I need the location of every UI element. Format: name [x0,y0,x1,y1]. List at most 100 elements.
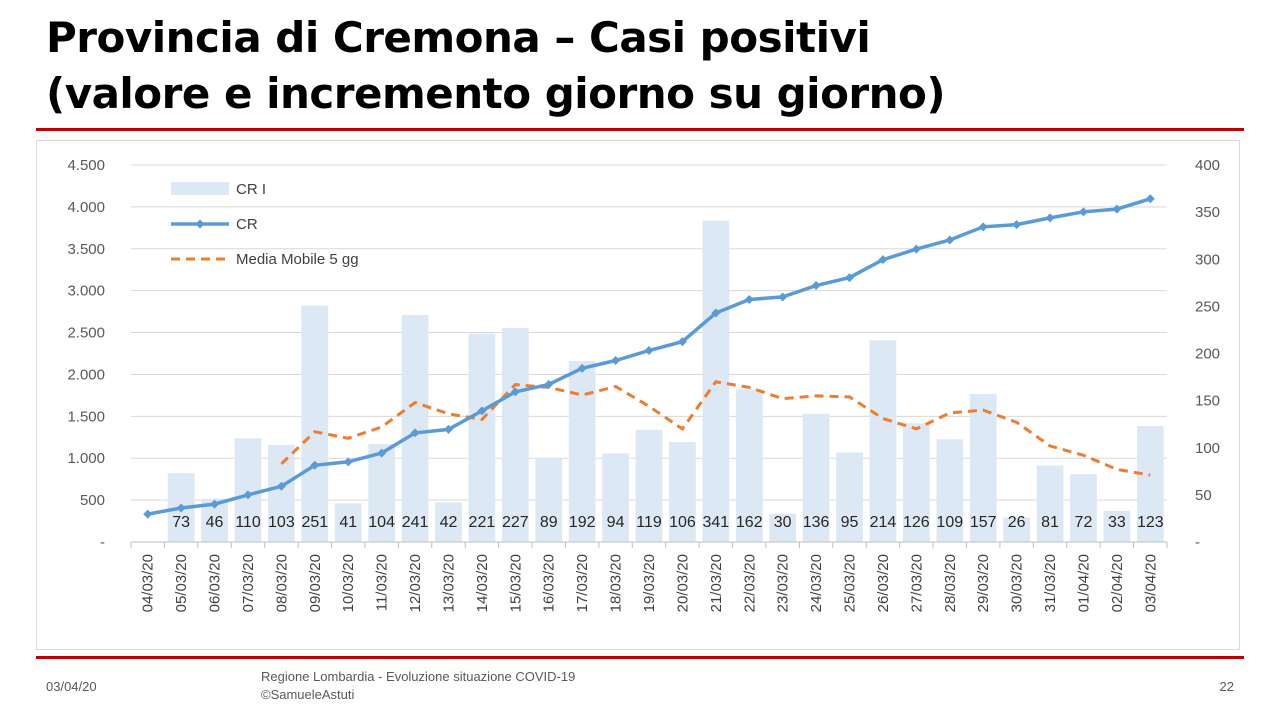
bar-data-label: 104 [368,514,395,531]
footer-date: 03/04/20 [46,679,97,694]
bar [368,443,396,542]
cumulative-point [544,379,554,389]
bar [301,305,329,542]
y-right-tick-label: 300 [1195,251,1220,268]
bar-data-label: 214 [870,514,897,531]
cumulative-point [911,244,921,254]
footer-source-line-1: Regione Lombardia - Evoluzione situazion… [261,669,576,684]
y-right-tick-label: 400 [1195,157,1220,174]
bar-data-label: 30 [774,514,792,531]
bar-data-label: 72 [1075,514,1093,531]
cumulative-point [978,222,988,232]
cumulative-point [1112,204,1122,214]
cumulative-point [477,406,487,416]
x-tick-label: 06/03/20 [207,554,224,612]
cumulative-point [1145,194,1155,204]
cumulative-point [611,355,621,365]
bar-data-label: 162 [736,514,763,531]
bar [535,458,563,542]
y-left-tick-label: 1.500 [67,408,105,425]
cumulative-point [778,292,788,302]
x-tick-label: 01/04/20 [1075,554,1092,612]
footer-source: Regione Lombardia - Evoluzione situazion… [261,668,575,704]
x-tick-label: 13/03/20 [440,554,457,612]
bar [635,429,663,542]
x-tick-label: 03/04/20 [1142,554,1159,612]
x-tick-label: 22/03/20 [741,554,758,612]
footer-source-line-2: ©SamueleAstuti [261,687,355,702]
cumulative-point [1045,213,1055,223]
chart: - 500 1.000 1.500 2.000 2.500 3.000 3.500 4.000 4… [67,157,1220,612]
cumulative-point [443,424,453,434]
bar [1070,474,1097,542]
bar-data-label: 33 [1108,514,1126,531]
y-left-tick-label: 4.500 [67,157,105,174]
cumulative-point [811,281,821,291]
cumulative-point [878,255,888,265]
y-left-tick-label: 1.000 [67,450,105,467]
bar-data-label: 103 [268,514,295,531]
bar [669,442,696,542]
bar-data-label: 136 [803,514,830,531]
bar-data-label: 126 [903,514,930,531]
cumulative-point [577,363,587,373]
x-tick-label: 25/03/20 [842,554,859,612]
bar [936,439,964,542]
x-tick-label: 21/03/20 [708,554,725,612]
legend-label-cumulative: CR [236,216,258,233]
title-line-2: (valore e incremento giorno su giorno) [46,69,946,118]
y-right-tick-label: 150 [1195,393,1220,410]
x-tick-label: 07/03/20 [240,554,257,612]
y-right-tick-label: 50 [1195,487,1212,504]
bar-data-label: 221 [469,514,496,531]
cumulative-point [143,509,153,519]
bar [1136,426,1164,542]
x-tick-label: 10/03/20 [340,554,357,612]
cumulative-point [744,294,754,304]
cumulative-point [644,345,654,355]
x-tick-label: 15/03/20 [507,554,524,612]
x-tick-label: 23/03/20 [775,554,792,612]
x-tick-label: 02/04/20 [1109,554,1126,612]
bottom-divider [36,656,1244,659]
y-left-tick-label: 2.500 [67,325,105,342]
cumulative-point [711,308,721,318]
slide-title: Provincia di Cremona – Casi positivi (va… [46,10,1246,122]
bar [802,413,830,542]
x-tick-label: 24/03/20 [808,554,825,612]
title-line-1: Provincia di Cremona – Casi positivi [46,13,871,62]
bar [1003,517,1030,542]
bar [769,513,797,542]
bar [1103,510,1131,542]
bar-data-label: 46 [206,514,224,531]
cumulative-point [845,273,855,283]
x-tick-label: 04/03/20 [140,554,157,612]
bar-data-label: 42 [440,514,458,531]
bar-data-label: 192 [569,514,596,531]
bar [602,453,629,542]
bar [969,394,997,542]
bar-data-label: 106 [669,514,696,531]
bar [836,452,863,542]
x-tick-label: 08/03/20 [273,554,290,612]
bar-data-label: 110 [235,514,261,531]
bar-data-label: 41 [339,514,357,531]
x-tick-label: 19/03/20 [641,554,658,612]
bar [334,503,362,542]
bar-data-label: 94 [607,514,625,531]
bar-data-label: 89 [540,514,558,531]
moving-average-line [280,380,1151,477]
legend-label-bar: CR I [236,181,266,198]
bar-data-label: 81 [1041,514,1059,531]
bar-data-label: 95 [841,514,859,531]
cumulative-point [276,481,286,491]
y-right-tick-label: 350 [1195,204,1220,221]
legend-swatch-bar [171,182,229,195]
cumulative-point [243,490,253,500]
y-right-tick-label: 100 [1195,440,1220,457]
cumulative-point [510,387,520,397]
x-tick-label: 17/03/20 [574,554,591,612]
cumulative-point [210,499,220,509]
x-tick-label: 09/03/20 [307,554,324,612]
y-right-tick-label: 200 [1195,346,1220,363]
